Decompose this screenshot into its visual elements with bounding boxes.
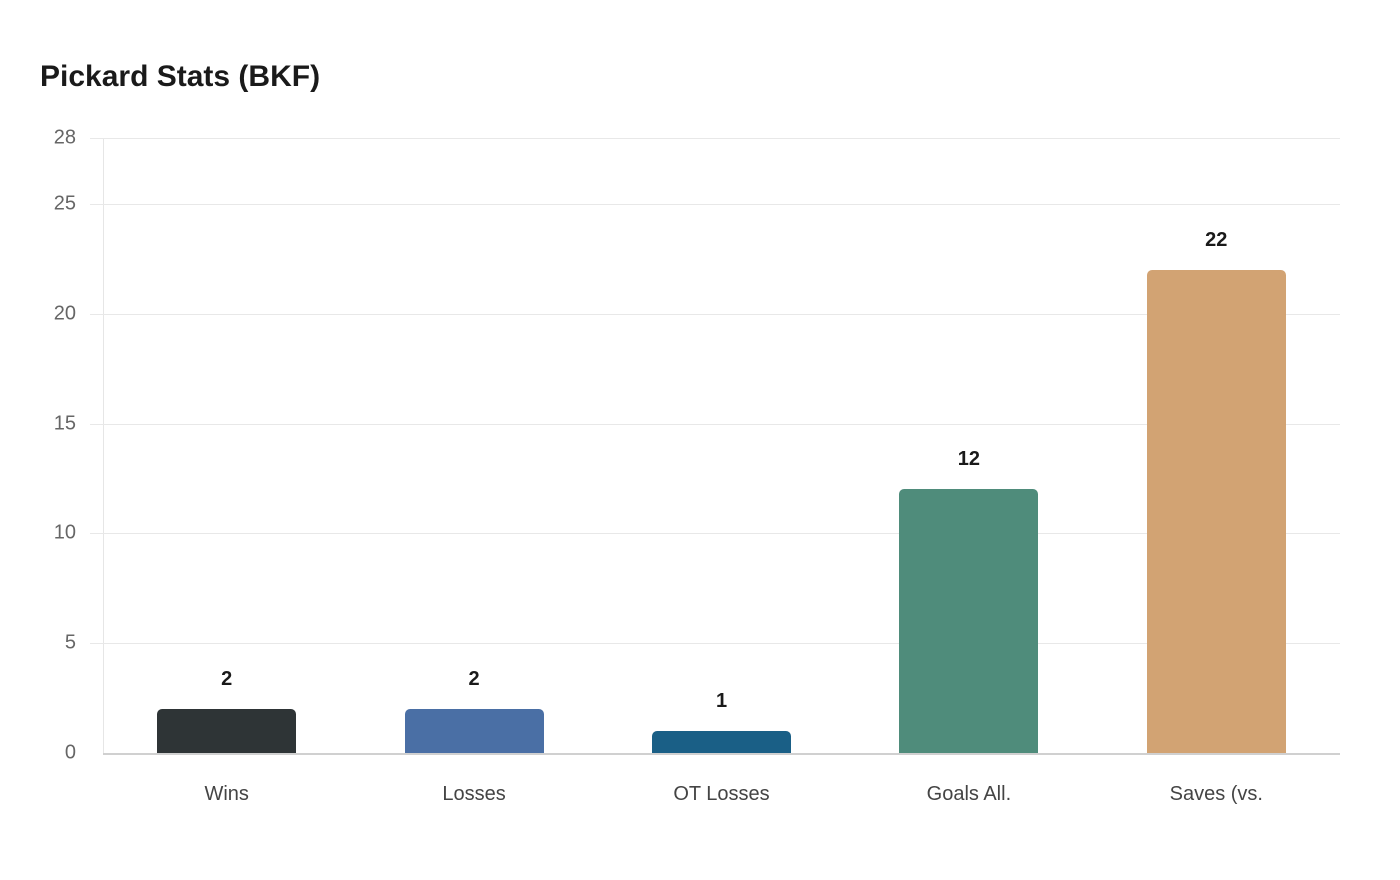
bar-value-label: 1	[715, 690, 728, 713]
bar-value-label: 12	[957, 448, 981, 471]
chart-title: Pickard Stats (BKF)	[40, 60, 321, 93]
bar-value-label: 2	[221, 668, 233, 691]
gridline	[90, 204, 1340, 205]
y-tick-label: 5	[64, 631, 76, 654]
x-tick-label: Wins	[204, 783, 249, 805]
gridline	[90, 314, 1340, 315]
y-tick-label: 0	[64, 741, 76, 764]
y-tick-label: 25	[53, 192, 76, 215]
bar-ot-losses[interactable]	[652, 731, 791, 753]
gridline	[90, 643, 1340, 644]
y-tick-label: 15	[53, 412, 76, 435]
bar-value-label: 2	[468, 668, 480, 691]
x-tick-label: Saves (vs.	[1169, 783, 1263, 805]
bar-goals-all[interactable]	[899, 489, 1039, 753]
gridline	[90, 533, 1340, 534]
bar-saves-vs[interactable]	[1146, 269, 1286, 753]
y-tick-label: 20	[53, 302, 76, 325]
gridline	[90, 138, 1340, 139]
x-axis-line	[103, 753, 1340, 755]
y-tick-label: 10	[53, 521, 76, 544]
x-tick-label: Goals All.	[926, 783, 1012, 805]
x-tick-label: Losses	[442, 783, 506, 805]
y-tick-label: 28	[53, 126, 76, 149]
gridline	[90, 424, 1340, 425]
bar-value-label: 22	[1205, 228, 1228, 251]
bar-wins[interactable]	[157, 709, 297, 753]
bar-losses[interactable]	[404, 709, 544, 753]
x-tick-label: OT Losses	[673, 783, 770, 805]
y-axis-line	[103, 138, 104, 754]
